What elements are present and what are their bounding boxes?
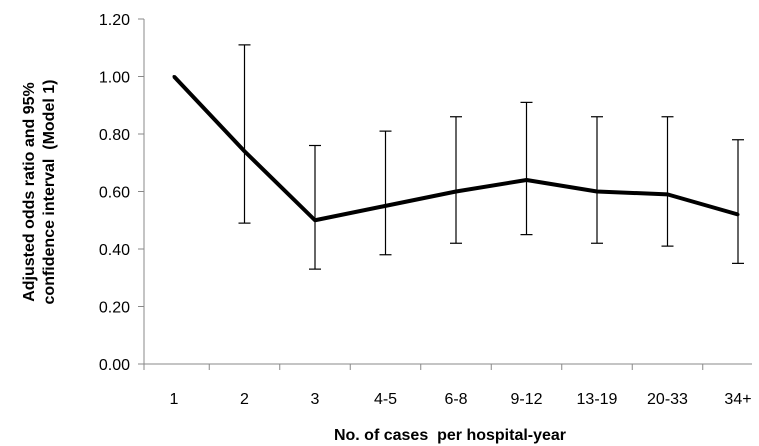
- x-tick-label: 4-5: [374, 391, 397, 408]
- data-point: [525, 178, 528, 182]
- error-bar: [661, 116, 674, 247]
- data-point: [243, 149, 246, 153]
- error-bar: [450, 116, 462, 244]
- data-point: [736, 213, 740, 216]
- x-tick-label: 1: [170, 391, 179, 408]
- data-point: [313, 218, 317, 222]
- y-tick-label: 0.80: [99, 127, 130, 144]
- x-tick-label: 13-19: [577, 391, 618, 408]
- error-bar: [238, 44, 251, 224]
- y-axis-title-line: Adjusted odds ratio and 95%: [21, 82, 38, 302]
- data-point: [384, 204, 387, 208]
- y-tick-label: 0.20: [99, 300, 130, 317]
- error-bars: [238, 44, 744, 270]
- y-tick-label: 0.00: [99, 357, 130, 374]
- data-point: [172, 75, 176, 78]
- y-tick-label: 1.00: [99, 70, 130, 87]
- data-point: [666, 192, 669, 196]
- x-tick-label: 20-33: [647, 391, 688, 408]
- data-point: [454, 190, 458, 193]
- error-bar: [591, 116, 603, 244]
- series-group: [172, 75, 740, 223]
- y-tick-label: 1.20: [99, 12, 130, 29]
- axes: [138, 18, 752, 370]
- axis-labels: 0.00 0.20 0.40 0.60 0.80 1.00 1.20 1 2 3 4-5 6-8 9-1…: [21, 12, 752, 444]
- x-tick-label: 6-8: [444, 391, 467, 408]
- data-point: [595, 190, 599, 193]
- x-tick-label: 9-12: [510, 391, 542, 408]
- x-tick-label: 3: [311, 391, 320, 408]
- error-bar: [732, 139, 744, 264]
- y-axis-title: Adjusted odds ratio and 95% confidence in…: [21, 80, 58, 305]
- error-bar: [379, 130, 392, 256]
- x-tick-label: 2: [240, 391, 249, 408]
- error-bar: [520, 101, 533, 236]
- error-bar: [309, 144, 321, 270]
- y-tick-label: 0.60: [99, 185, 130, 202]
- y-axis-title-line: confidence interval (Model 1): [41, 80, 58, 305]
- x-tick-label: 34+: [724, 391, 751, 408]
- x-axis-title: No. of cases per hospital-year: [334, 427, 566, 444]
- y-tick-label: 0.40: [99, 242, 130, 259]
